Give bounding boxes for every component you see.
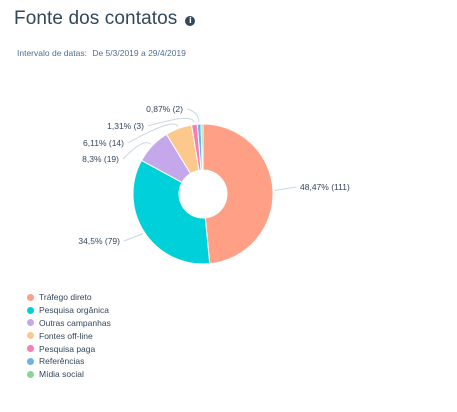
legend-label: Fontes off-line xyxy=(39,330,93,341)
legend-label: Tráfego direto xyxy=(39,292,92,303)
chart-legend: Tráfego direto Pesquisa orgânica Outras ca… xyxy=(27,291,111,381)
leader-line-3 xyxy=(122,142,152,160)
data-label-3: 8,3% (19) xyxy=(82,154,119,164)
legend-item-1[interactable]: Tráfego direto xyxy=(27,291,111,304)
legend-item-6[interactable]: Referências xyxy=(27,355,111,368)
legend-label: Referências xyxy=(39,356,85,367)
legend-item-7[interactable]: Mídia social xyxy=(27,368,111,381)
legend-dot-icon xyxy=(27,293,34,301)
date-range-label: Intervalo de datas: xyxy=(17,48,87,58)
legend-dot-icon xyxy=(27,332,34,340)
info-icon[interactable]: i xyxy=(185,15,196,26)
legend-item-2[interactable]: Pesquisa orgânica xyxy=(27,304,111,317)
legend-label: Pesquisa orgânica xyxy=(39,305,109,316)
legend-label: Outras campanhas xyxy=(39,317,111,328)
legend-item-3[interactable]: Outras campanhas xyxy=(27,317,111,330)
legend-label: Mídia social xyxy=(39,369,84,380)
legend-dot-icon xyxy=(27,306,34,314)
legend-item-5[interactable]: Pesquisa paga xyxy=(27,342,111,355)
legend-dot-icon xyxy=(27,370,34,378)
data-label-6: 0,87% (2) xyxy=(146,104,183,114)
legend-label: Pesquisa paga xyxy=(39,343,96,354)
pie-slice-2[interactable] xyxy=(132,159,211,265)
pie-slice-7[interactable] xyxy=(200,123,204,171)
legend-dot-icon xyxy=(27,319,34,327)
data-label-4: 6,11% (14) xyxy=(83,138,124,148)
leader-line-4 xyxy=(127,123,179,144)
data-label-2: 34,5% (79) xyxy=(78,236,120,246)
legend-dot-icon xyxy=(27,357,34,365)
data-label-5: 1,31% (3) xyxy=(107,121,144,131)
leader-line-5 xyxy=(147,117,195,127)
pie-slice-1[interactable] xyxy=(202,123,274,265)
legend-dot-icon xyxy=(27,345,34,353)
chart-header: Fonte dos contatos i xyxy=(14,8,196,30)
page-title: Fonte dos contatos xyxy=(14,8,178,29)
legend-item-4[interactable]: Fontes off-line xyxy=(27,329,111,342)
date-range-value: De 5/3/2019 a 29/4/2019 xyxy=(92,48,186,58)
leader-line-6 xyxy=(186,108,200,123)
leader-line-1 xyxy=(274,186,297,192)
data-label-1: 48,47% (111) xyxy=(300,182,350,192)
date-range: Intervalo de datas: De 5/3/2019 a 29/4/2… xyxy=(17,48,186,58)
leader-line-2 xyxy=(123,233,144,242)
